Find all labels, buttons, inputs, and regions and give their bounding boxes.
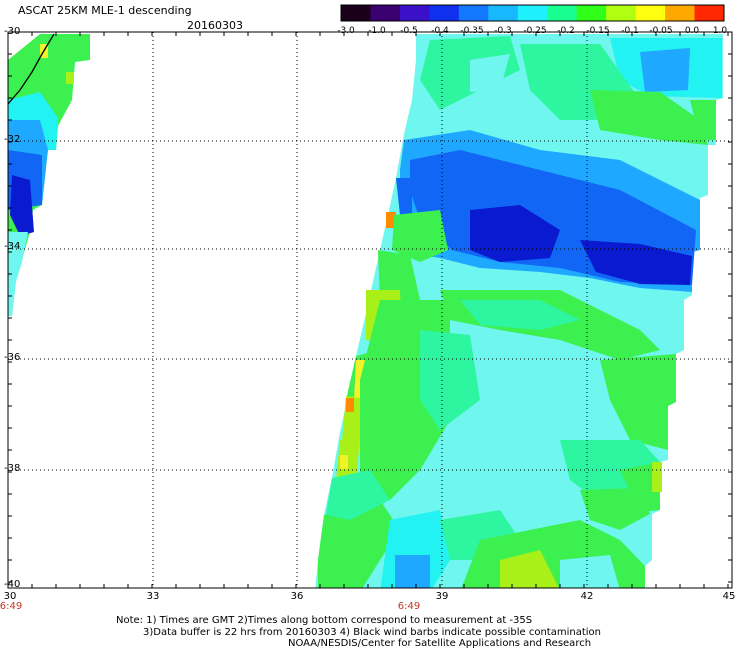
colorbar-swatch	[399, 5, 430, 21]
colorbar-label: -0.15	[586, 26, 610, 36]
time-label: 6:49	[397, 601, 421, 612]
lat-label: -30	[4, 26, 21, 37]
colorbar-swatch	[429, 5, 460, 21]
lat-label: -34	[4, 241, 21, 252]
lat-label: -32	[4, 134, 21, 145]
lat-label: -40	[4, 579, 21, 590]
colorbar-label: -0.2	[557, 26, 575, 36]
colorbar-swatch	[517, 5, 548, 21]
colorbar-label: -0.25	[523, 26, 547, 36]
lon-label: 36	[290, 591, 304, 602]
colorbar-label: -0.1	[621, 26, 639, 36]
colorbar-swatch	[488, 5, 519, 21]
colorbar-label: -0.5	[400, 26, 418, 36]
axis-ticks	[7, 31, 732, 588]
left-swath	[8, 33, 90, 316]
colorbar-swatch	[370, 5, 401, 21]
grid-lines	[8, 32, 732, 588]
lon-label: 39	[435, 591, 449, 602]
note-line-3: NOAA/NESDIS/Center for Satellite Applica…	[288, 638, 592, 649]
note-line-1: Note: 1) Times are GMT 2)Times along bot…	[116, 615, 533, 626]
colorbar-label: 0.0	[684, 26, 700, 36]
lat-label: -38	[4, 463, 21, 474]
colorbar-label: -0.4	[431, 26, 449, 36]
time-label: 6:49	[0, 601, 23, 612]
colorbar-swatch	[606, 5, 637, 21]
colorbar-border	[340, 4, 725, 22]
colorbar-swatch	[576, 5, 607, 21]
colorbar-label: -0.3	[494, 26, 512, 36]
lon-label: 42	[580, 591, 594, 602]
colorbar-label: -0.05	[649, 26, 673, 36]
colorbar-label: -3.0	[337, 26, 355, 36]
map-title: ASCAT 25KM MLE-1 descending	[18, 4, 192, 17]
colorbar-swatch	[458, 5, 489, 21]
colorbar-swatch	[635, 5, 666, 21]
colorbar-swatch	[547, 5, 578, 21]
colorbar-label: -0.35	[460, 26, 484, 36]
lon-label: 45	[722, 591, 736, 602]
colorbar-swatch	[341, 5, 371, 21]
colorbar-label: 1.0	[712, 26, 728, 36]
lat-label: -36	[4, 352, 21, 363]
map-date: 20160303	[187, 19, 243, 32]
colorbar-label: -1.0	[368, 26, 386, 36]
colorbar-swatch	[694, 5, 725, 21]
colorbar	[340, 4, 725, 22]
lon-label: 30	[3, 591, 17, 602]
colorbar-swatch	[665, 5, 696, 21]
right-swath	[315, 34, 723, 588]
lon-label: 33	[146, 591, 160, 602]
note-line-2: 3)Data buffer is 22 hrs from 20160303 4)…	[143, 627, 601, 638]
plot-frame	[7, 31, 733, 589]
